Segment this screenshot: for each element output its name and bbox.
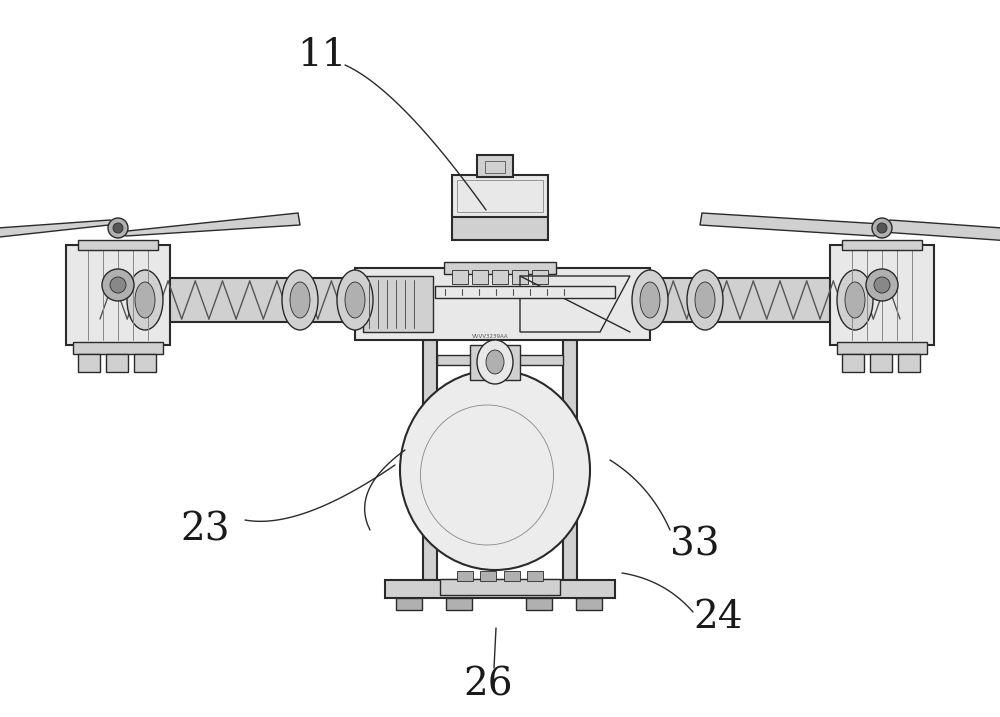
Bar	[480, 571, 496, 581]
Bar	[526, 598, 552, 610]
Text: 24: 24	[693, 599, 743, 637]
Text: 23: 23	[180, 511, 230, 549]
Bar	[842, 354, 864, 372]
Text: 33: 33	[670, 526, 720, 564]
Bar	[512, 270, 528, 284]
Ellipse shape	[135, 282, 155, 318]
Bar	[444, 262, 556, 274]
Text: VVVV3239AA: VVVV3239AA	[472, 333, 508, 338]
Ellipse shape	[110, 277, 126, 293]
Bar	[842, 240, 922, 250]
Bar	[563, 340, 577, 580]
Ellipse shape	[632, 270, 668, 330]
Bar	[837, 342, 927, 354]
Ellipse shape	[695, 282, 715, 318]
Ellipse shape	[102, 269, 134, 301]
Polygon shape	[700, 213, 882, 236]
Bar	[66, 245, 170, 345]
Bar	[437, 355, 563, 365]
Bar	[452, 175, 548, 217]
Bar	[90, 278, 355, 322]
Bar	[446, 598, 472, 610]
Ellipse shape	[400, 370, 590, 570]
Bar	[477, 155, 513, 177]
Bar	[470, 345, 520, 380]
Text: 26: 26	[463, 667, 513, 703]
Bar	[396, 598, 422, 610]
Ellipse shape	[845, 282, 865, 318]
Ellipse shape	[486, 350, 504, 374]
Ellipse shape	[113, 223, 123, 233]
Bar	[73, 342, 163, 354]
Bar	[485, 161, 505, 173]
Bar	[423, 340, 437, 580]
Ellipse shape	[837, 270, 873, 330]
Bar	[650, 278, 910, 322]
Ellipse shape	[866, 269, 898, 301]
Bar	[134, 354, 156, 372]
Ellipse shape	[337, 270, 373, 330]
Bar	[452, 215, 548, 240]
Bar	[870, 354, 892, 372]
Bar	[576, 598, 602, 610]
Bar	[385, 580, 615, 598]
Bar	[527, 571, 543, 581]
Bar	[355, 268, 650, 340]
Bar	[472, 270, 488, 284]
Polygon shape	[0, 220, 118, 246]
Polygon shape	[118, 213, 300, 236]
Bar	[457, 180, 543, 212]
Bar	[898, 354, 920, 372]
Ellipse shape	[345, 282, 365, 318]
Bar	[452, 270, 468, 284]
Ellipse shape	[872, 218, 892, 238]
Ellipse shape	[290, 282, 310, 318]
Bar	[435, 286, 615, 298]
Ellipse shape	[687, 270, 723, 330]
Bar	[440, 579, 560, 595]
Ellipse shape	[477, 340, 513, 384]
Ellipse shape	[127, 270, 163, 330]
Bar	[78, 354, 100, 372]
Bar	[78, 240, 158, 250]
Ellipse shape	[877, 223, 887, 233]
Bar	[492, 270, 508, 284]
Ellipse shape	[640, 282, 660, 318]
Text: 11: 11	[297, 37, 347, 74]
Ellipse shape	[874, 277, 890, 293]
Polygon shape	[882, 220, 1000, 246]
Bar	[830, 245, 934, 345]
Bar	[504, 571, 520, 581]
Ellipse shape	[108, 218, 128, 238]
Bar	[532, 270, 548, 284]
Ellipse shape	[282, 270, 318, 330]
Bar	[457, 571, 473, 581]
Bar	[363, 276, 433, 332]
Bar	[106, 354, 128, 372]
